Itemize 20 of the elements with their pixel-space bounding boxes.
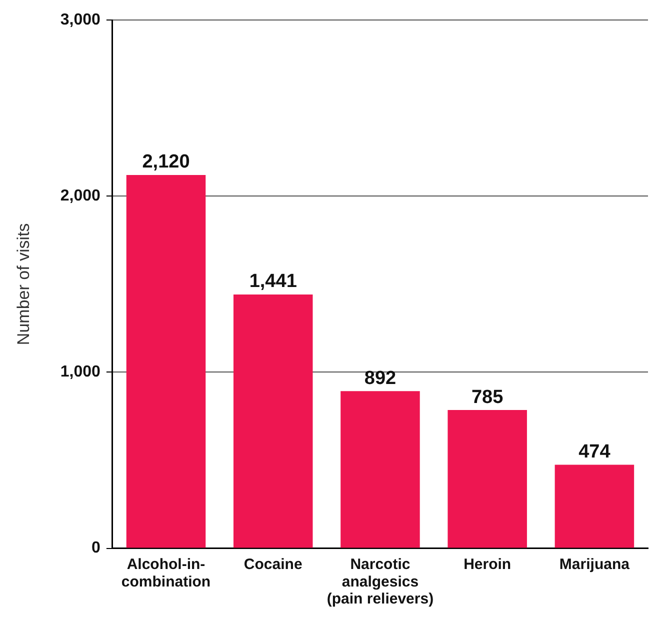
bar [554, 464, 634, 548]
x-tick-label: Marijuana [559, 556, 630, 574]
bar [126, 174, 206, 548]
data-label: 474 [578, 442, 611, 463]
x-tick-label: Cocaine [244, 556, 302, 574]
data-label: 892 [364, 368, 396, 389]
y-tick-label: 1,000 [60, 364, 101, 381]
x-tick-label: Narcotic analgesics (pain relievers) [326, 556, 434, 608]
data-label: 1,441 [249, 271, 298, 292]
data-label: 2,120 [142, 152, 190, 173]
y-tick-label: 3,000 [60, 11, 101, 28]
x-tick-label: Alcohol-in- combination [121, 556, 211, 590]
bar [340, 391, 420, 548]
data-label: 785 [471, 386, 504, 408]
y-axis-title: Number of visits [14, 223, 33, 346]
bar [233, 294, 313, 548]
x-tick-label: Heroin [464, 556, 512, 574]
y-tick-label: 2,000 [60, 187, 101, 204]
bar [448, 410, 527, 548]
y-tick-label: 0 [92, 540, 101, 557]
